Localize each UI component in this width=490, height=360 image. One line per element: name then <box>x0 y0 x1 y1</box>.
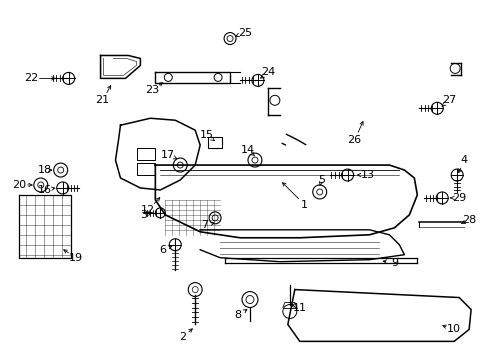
Text: 27: 27 <box>442 95 456 105</box>
Text: 8: 8 <box>234 310 242 320</box>
Text: 10: 10 <box>447 324 461 334</box>
Text: 11: 11 <box>293 302 307 312</box>
Text: 26: 26 <box>347 135 362 145</box>
Text: 15: 15 <box>200 130 214 140</box>
Text: 17: 17 <box>161 150 175 160</box>
Text: 18: 18 <box>38 165 52 175</box>
Text: 3: 3 <box>140 210 147 220</box>
Text: 14: 14 <box>241 145 255 155</box>
Text: 7: 7 <box>201 220 209 230</box>
Text: 25: 25 <box>238 28 252 37</box>
Bar <box>137 148 155 160</box>
Text: 6: 6 <box>159 245 166 255</box>
Text: 2: 2 <box>179 332 186 342</box>
Text: 4: 4 <box>461 155 468 165</box>
Text: 12: 12 <box>141 205 155 215</box>
Text: 28: 28 <box>462 215 476 225</box>
Text: 20: 20 <box>12 180 26 190</box>
Text: 13: 13 <box>361 170 374 180</box>
Text: 24: 24 <box>261 67 275 77</box>
Text: 29: 29 <box>452 193 466 203</box>
Text: 9: 9 <box>391 258 398 268</box>
Text: 19: 19 <box>69 253 83 263</box>
Text: 1: 1 <box>301 200 308 210</box>
Text: 16: 16 <box>38 185 52 195</box>
Bar <box>137 163 155 175</box>
Bar <box>208 137 222 148</box>
Text: 23: 23 <box>146 85 159 95</box>
Text: 22: 22 <box>24 73 38 84</box>
Text: 21: 21 <box>96 95 110 105</box>
Text: 5: 5 <box>318 175 325 185</box>
